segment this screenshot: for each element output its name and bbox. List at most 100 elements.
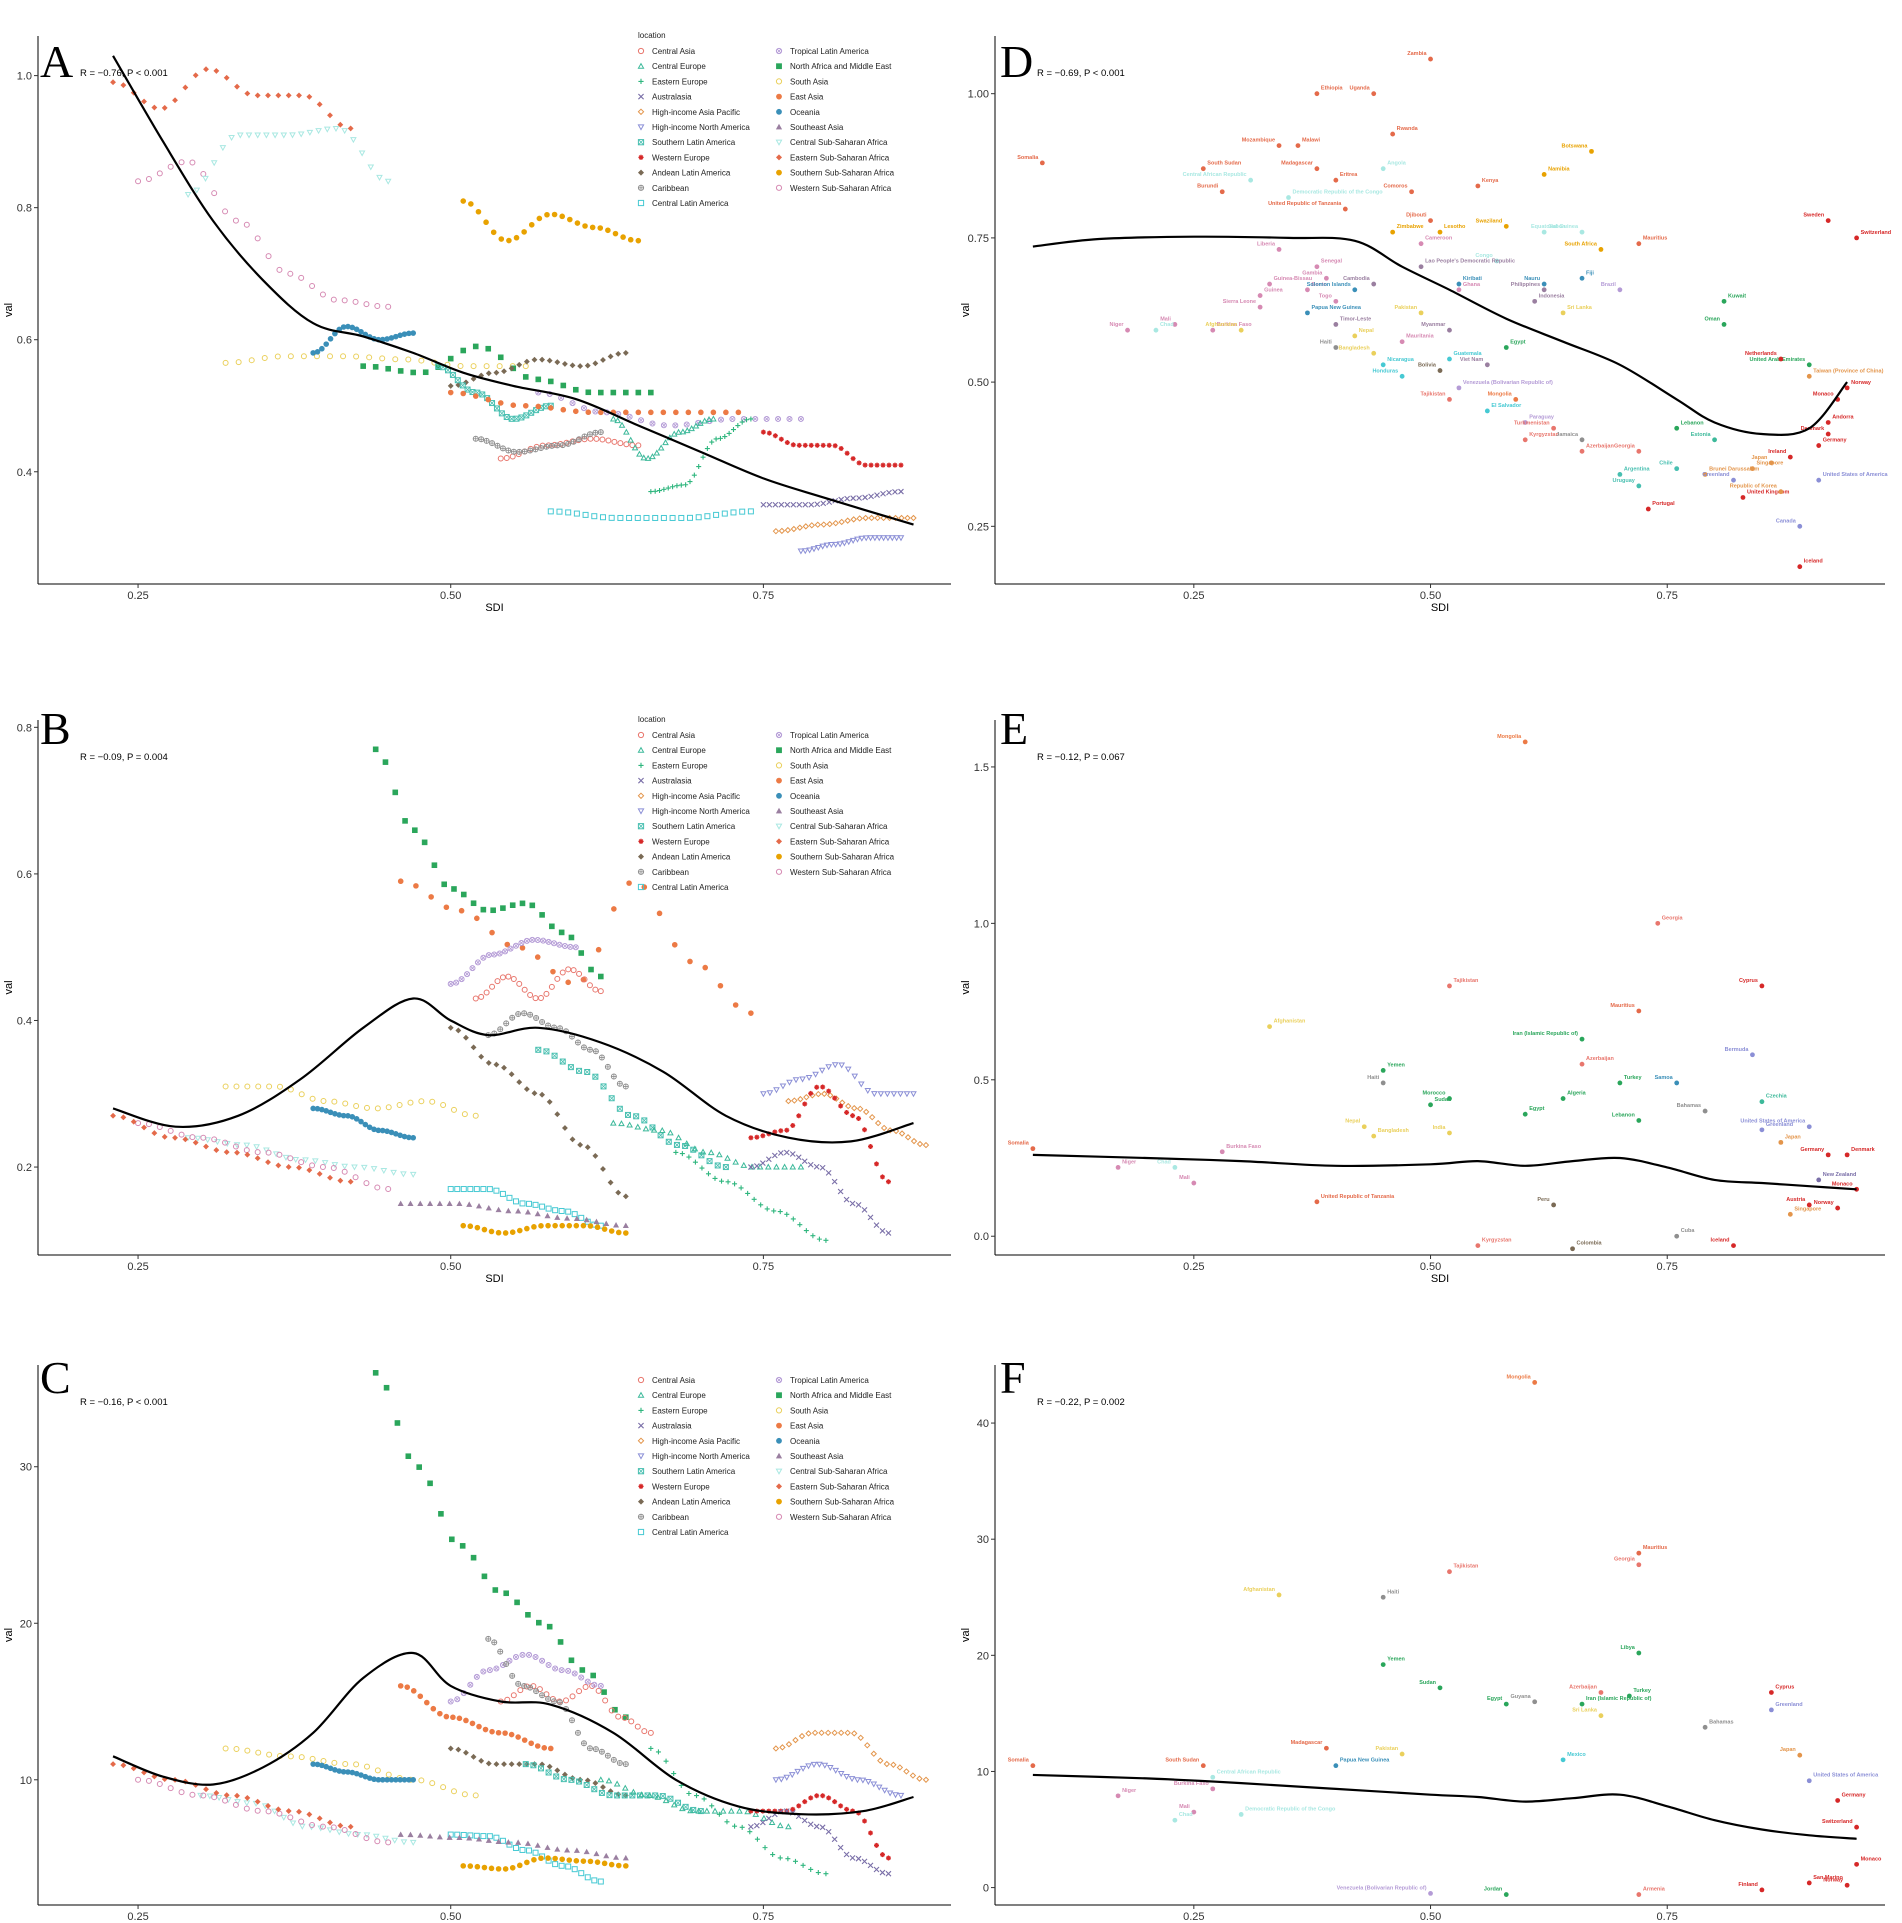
y-tick-label: 10 — [20, 1775, 32, 1787]
data-point — [625, 1112, 631, 1118]
data-point — [485, 1837, 492, 1843]
legend-label: North Africa and Middle East — [790, 746, 892, 755]
country-point: San Marino — [1806, 1875, 1844, 1886]
data-point — [858, 535, 866, 542]
data-point — [765, 1156, 772, 1163]
data-point — [564, 1215, 571, 1221]
data-point — [764, 416, 769, 421]
series-central-sub-saharan-africa — [197, 1792, 417, 1846]
legend-item: Caribbean — [637, 868, 689, 877]
data-point — [792, 1736, 799, 1744]
country-point: Venezuela (Bolivarian Republic of) — [1337, 1885, 1433, 1896]
country-point: Bangladesh — [1371, 1128, 1410, 1139]
data-point — [172, 97, 178, 104]
data-point — [1816, 477, 1822, 483]
country-label: Democratic Republic of the Congo — [1293, 190, 1384, 196]
legend-label: Eastern Sub-Saharan Africa — [790, 153, 890, 162]
data-point — [530, 1762, 537, 1769]
data-point — [1428, 56, 1433, 62]
data-point — [704, 446, 710, 452]
data-point — [372, 746, 379, 753]
data-point — [831, 1729, 838, 1737]
data-point — [739, 419, 745, 425]
country-label: Portugal — [1652, 501, 1675, 507]
data-point — [331, 1098, 338, 1105]
data-point — [540, 937, 547, 944]
data-point — [363, 1832, 371, 1839]
data-point — [275, 1162, 282, 1169]
country-label: Singapore — [1756, 461, 1783, 467]
data-point — [910, 514, 917, 522]
data-point — [214, 1139, 221, 1146]
country-point: Andorra — [1825, 414, 1855, 425]
data-point — [276, 1151, 283, 1158]
data-point — [1295, 143, 1301, 149]
country-point: Nauru — [1524, 276, 1547, 287]
data-point — [352, 298, 359, 305]
country-label: South Sudan — [1165, 1758, 1200, 1764]
data-point — [488, 1865, 495, 1872]
series-southern-latin-america — [535, 1046, 729, 1171]
data-point — [533, 1655, 538, 1660]
data-point — [499, 1662, 506, 1669]
country-point: Ghana — [1456, 282, 1481, 293]
data-point — [637, 853, 645, 860]
data-point — [306, 93, 313, 100]
data-point — [1371, 281, 1377, 287]
data-point — [234, 1792, 240, 1799]
country-point: Germany — [1816, 438, 1848, 448]
data-point — [753, 1822, 760, 1829]
data-point — [465, 972, 470, 977]
country-point: Nicaragua — [1380, 357, 1415, 368]
country-label: Japan — [1751, 455, 1768, 461]
data-point — [367, 164, 375, 171]
data-point — [825, 1169, 832, 1176]
data-point — [483, 363, 490, 370]
data-point — [776, 853, 782, 860]
legend-label: Southern Latin America — [652, 138, 736, 147]
data-point — [850, 1113, 856, 1119]
data-point — [635, 442, 642, 449]
data-point — [922, 1776, 930, 1783]
data-point — [513, 943, 519, 948]
data-point — [648, 1745, 654, 1751]
data-point — [390, 1169, 397, 1176]
data-point — [141, 98, 147, 105]
legend-label: Caribbean — [652, 868, 689, 877]
data-point — [775, 415, 782, 422]
legend-label: Eastern Europe — [652, 77, 708, 86]
country-point: Eritrea — [1333, 172, 1358, 183]
country-label: Rwanda — [1397, 126, 1419, 132]
data-point — [497, 400, 504, 406]
data-point — [276, 1810, 283, 1817]
data-point — [868, 493, 874, 500]
data-point — [568, 1776, 575, 1783]
data-point — [862, 535, 870, 542]
series-central-sub-saharan-africa — [184, 1135, 417, 1178]
data-point — [549, 443, 555, 449]
data-point — [474, 1674, 479, 1679]
data-point — [718, 417, 724, 422]
data-point — [287, 270, 294, 277]
country-point: Singapore — [1750, 461, 1783, 472]
data-point — [874, 514, 881, 522]
legend-label: Central Sub-Saharan Africa — [790, 822, 888, 831]
series-south-asia — [222, 1745, 479, 1799]
data-point — [583, 1781, 590, 1788]
country-label: Libya — [1620, 1645, 1635, 1651]
country-label: Lebanon — [1681, 420, 1705, 426]
data-point — [584, 362, 591, 369]
data-point — [837, 1188, 844, 1195]
data-point — [877, 1091, 885, 1098]
y-tick-label: 10 — [977, 1766, 989, 1778]
legend-item: Central Asia — [637, 1376, 696, 1385]
data-point — [857, 1734, 864, 1742]
data-point — [561, 1776, 567, 1782]
data-point — [637, 62, 645, 69]
data-point — [770, 1852, 776, 1858]
country-point: Samoa — [1655, 1075, 1680, 1086]
data-point — [714, 1162, 721, 1169]
data-point — [557, 942, 562, 947]
legend-label: Caribbean — [652, 1513, 689, 1522]
